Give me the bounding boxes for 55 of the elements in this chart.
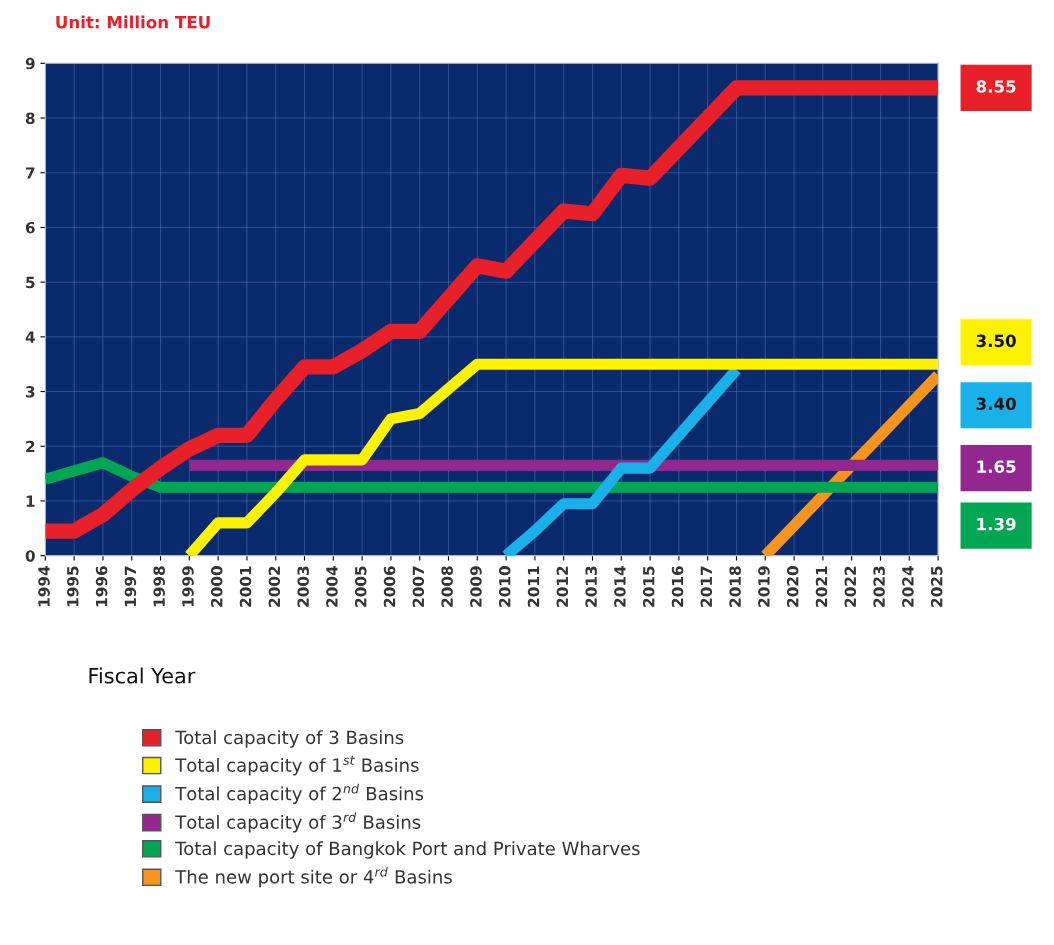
x-tick-label: 2023 <box>873 566 885 607</box>
x-tick-label: 2003 <box>297 566 309 607</box>
x-tick-label: 2014 <box>614 566 626 607</box>
y-tick-label: 3 <box>25 386 35 398</box>
x-tick-label: 2009 <box>470 566 482 607</box>
x-tick-label: 2000 <box>210 566 223 607</box>
y-tick-label: 6 <box>25 221 35 234</box>
y-tick-label: 9 <box>25 57 35 70</box>
y-tick-label: 0 <box>25 550 35 562</box>
x-tick-label: 1995 <box>67 566 79 607</box>
x-tick-label: 2002 <box>268 566 281 607</box>
y-tick-label: 7 <box>25 167 35 179</box>
x-tick-label: 2007 <box>412 566 425 607</box>
x-tick-label: 1994 <box>38 566 50 607</box>
x-tick-label: 2011 <box>527 566 540 607</box>
x-tick-label: 2020 <box>786 566 799 607</box>
x-tick-label: 1999 <box>182 566 194 607</box>
x-tick-label: 2018 <box>729 566 741 607</box>
legend-label: Total capacity of Bangkok Port and Private Wharves <box>175 841 640 859</box>
x-tick-label: 2019 <box>758 566 770 607</box>
legend-label: Total capacity of 2$^{nd}$ Basins <box>175 783 424 804</box>
x-tick-label: 2021 <box>815 566 828 607</box>
x-tick-label: 2017 <box>700 566 713 607</box>
legend-label: Total capacity of 1$^{st}$ Basins <box>175 755 419 776</box>
x-tick-label: 2022 <box>844 566 857 607</box>
y-tick-label: 5 <box>26 276 35 289</box>
y-tick-label: 8 <box>25 112 35 125</box>
x-tick-label: 2006 <box>383 566 396 607</box>
text: 3.40 <box>976 397 1016 411</box>
text: 1.65 <box>977 460 1016 473</box>
text: 8.55 <box>976 80 1016 93</box>
x-tick-label: 2001 <box>239 566 252 607</box>
x-tick-label: 1997 <box>124 566 137 607</box>
x-tick-label: 2024 <box>902 566 914 607</box>
y-tick-label: 4 <box>25 331 35 343</box>
text: 3.50 <box>976 334 1016 348</box>
x-tick-label: 2010 <box>498 566 511 607</box>
chart-title: Unit: Million TEU <box>56 15 210 29</box>
x-tick-label: 2016 <box>671 566 684 607</box>
x-tick-label: 2025 <box>930 566 943 607</box>
legend-label: Total capacity of 3 Basins <box>175 730 404 748</box>
x-tick-label: 2015 <box>642 566 655 607</box>
x-tick-label: 2008 <box>441 566 453 607</box>
legend-label: Total capacity of 3$^{rd}$ Basins <box>175 812 421 833</box>
y-tick-label: 2 <box>26 440 35 453</box>
y-tick-label: 1 <box>26 495 35 507</box>
x-tick-label: 2013 <box>585 566 597 607</box>
x-axis-title: Fiscal Year <box>89 667 196 684</box>
x-tick-label: 2005 <box>354 566 367 607</box>
text: 1.39 <box>977 517 1016 531</box>
legend-label: The new port site or 4$^{rd}$ Basins <box>175 866 452 888</box>
x-tick-label: 1998 <box>153 566 165 607</box>
x-tick-label: 1996 <box>95 566 108 607</box>
x-tick-label: 2004 <box>326 566 338 607</box>
x-tick-label: 2012 <box>556 566 569 607</box>
